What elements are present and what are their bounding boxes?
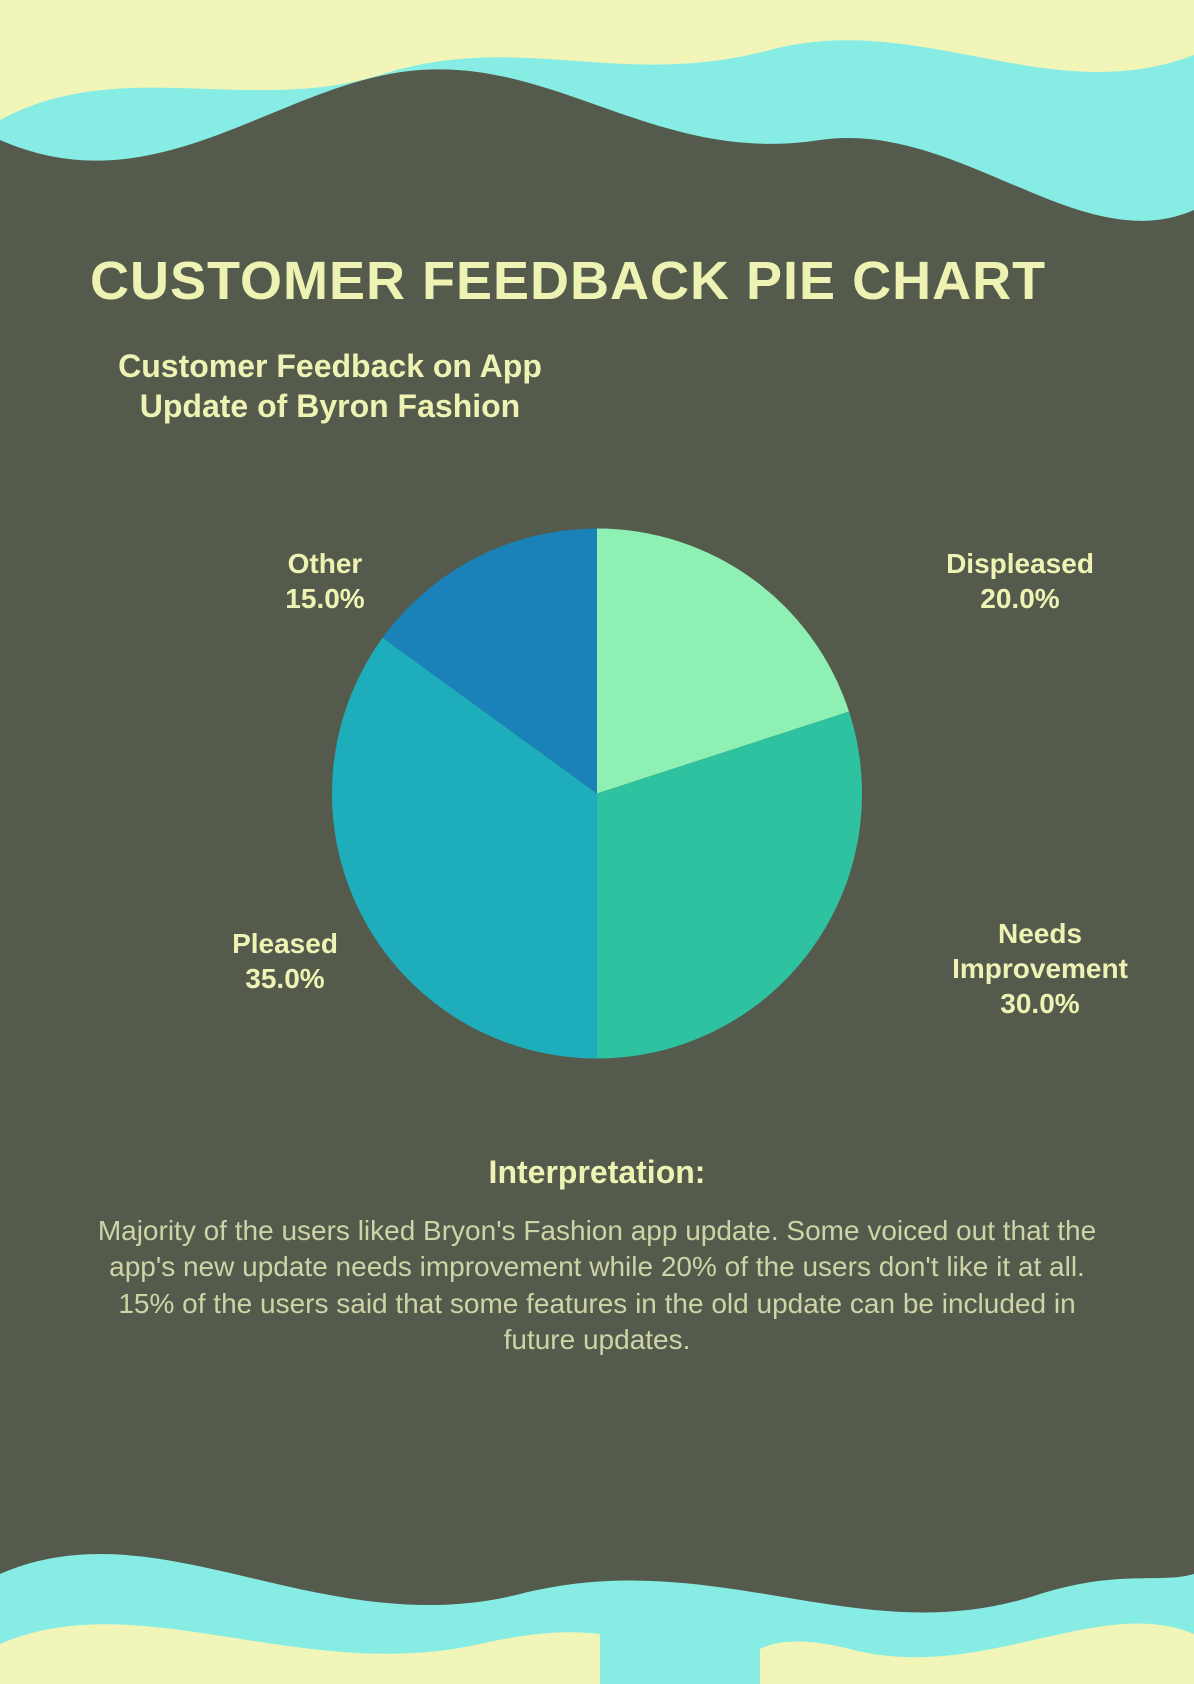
slice-label-line: Other: [285, 546, 364, 581]
slice-label-line: Needs: [952, 916, 1128, 951]
slice-label-line: 35.0%: [232, 961, 338, 996]
slice-label-other: Other15.0%: [285, 546, 364, 616]
interpretation-body: Majority of the users liked Bryon's Fash…: [97, 1213, 1097, 1359]
slice-label-displeased: Displeased20.0%: [946, 546, 1094, 616]
pie-chart: [332, 529, 862, 1064]
slice-label-line: Pleased: [232, 926, 338, 961]
infographic-page: CUSTOMER FEEDBACK PIE CHART Customer Fee…: [0, 0, 1194, 1684]
pie-chart-area: Displeased20.0%NeedsImprovement30.0%Plea…: [90, 456, 1104, 1136]
slice-label-line: 20.0%: [946, 581, 1094, 616]
slice-label-line: Improvement: [952, 951, 1128, 986]
interpretation-heading: Interpretation:: [90, 1154, 1104, 1191]
slice-label-line: 15.0%: [285, 581, 364, 616]
pie-svg: [332, 529, 862, 1059]
page-title: CUSTOMER FEEDBACK PIE CHART: [90, 250, 1104, 312]
slice-label-needs-improvement: NeedsImprovement30.0%: [952, 916, 1128, 1021]
content-area: CUSTOMER FEEDBACK PIE CHART Customer Fee…: [0, 0, 1194, 1684]
slice-label-pleased: Pleased35.0%: [232, 926, 338, 996]
slice-label-line: 30.0%: [952, 986, 1128, 1021]
slice-label-line: Displeased: [946, 546, 1094, 581]
chart-subtitle: Customer Feedback on App Update of Byron…: [100, 346, 560, 426]
